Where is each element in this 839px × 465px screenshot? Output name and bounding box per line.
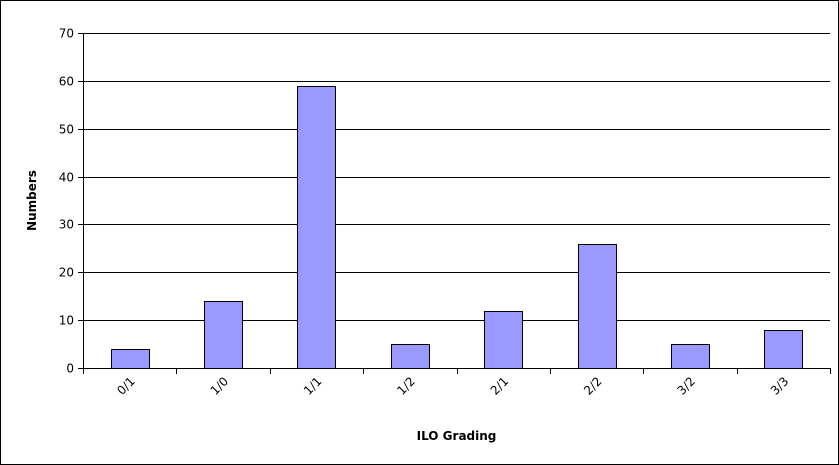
y-tick-labels: 0 10 20 30 40 50 60 70 (59, 27, 74, 376)
y-axis-title: Numbers (25, 170, 39, 231)
y-tick-label: 20 (59, 266, 74, 280)
axes (78, 33, 831, 374)
bar (578, 244, 617, 369)
y-tick-label: 60 (59, 75, 74, 89)
bar (204, 301, 243, 369)
bar (111, 349, 150, 369)
y-tick-label: 0 (66, 362, 74, 376)
y-tick-label: 10 (59, 314, 74, 328)
y-tick-label: 40 (59, 171, 74, 185)
bar (297, 86, 336, 369)
bar (484, 311, 523, 369)
y-tick-label: 50 (59, 123, 74, 137)
x-axis-title: ILO Grading (417, 429, 497, 443)
y-tick-label: 30 (59, 218, 74, 232)
bar (391, 344, 430, 369)
bar (671, 344, 710, 369)
y-tick-label: 70 (59, 27, 74, 41)
bar (764, 330, 803, 369)
